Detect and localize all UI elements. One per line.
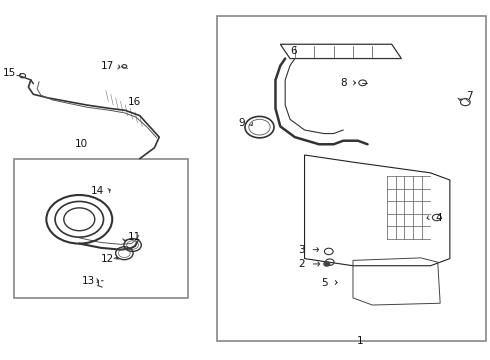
Circle shape [324,262,330,266]
Text: 13: 13 [82,276,95,286]
Text: 1: 1 [357,337,364,346]
Text: 6: 6 [291,46,297,56]
Text: 5: 5 [321,278,328,288]
Text: 9: 9 [238,118,245,128]
Text: 17: 17 [101,62,114,71]
Text: 16: 16 [127,97,141,107]
Text: 15: 15 [2,68,16,78]
Text: 7: 7 [466,91,472,101]
Text: 12: 12 [101,254,114,264]
Text: 8: 8 [340,78,346,88]
Text: 10: 10 [75,139,88,149]
Text: 2: 2 [298,259,305,269]
Text: 11: 11 [127,232,141,242]
Text: 3: 3 [298,245,305,255]
Text: 14: 14 [91,186,104,197]
Text: 4: 4 [436,212,442,222]
